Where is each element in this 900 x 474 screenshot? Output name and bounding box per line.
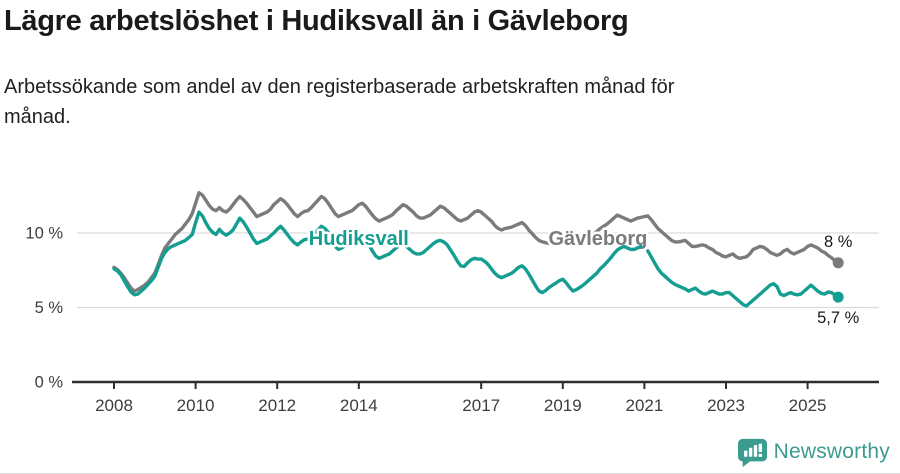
y-axis-tick-label: 5 % <box>35 299 64 317</box>
x-axis-tick-label: 2008 <box>95 396 133 415</box>
series-line-hudiksvall <box>112 210 643 297</box>
series-end-value-gävleborg: 8 % <box>824 233 853 251</box>
x-axis-tick-label: 2012 <box>258 396 296 415</box>
series-end-value-hudiksvall: 5,7 % <box>817 309 860 327</box>
x-axis-tick-label: 2023 <box>707 396 745 415</box>
newsworthy-logo: Newsworthy <box>737 437 890 467</box>
speech-bubble-chart-icon <box>737 438 767 467</box>
chart-subtitle: Arbetssökande som andel av den registerb… <box>4 76 675 128</box>
y-axis-tick-label: 10 % <box>25 225 63 243</box>
x-axis-tick-label: 2010 <box>177 396 215 415</box>
chart-title: Lägre arbetslöshet i Hudiksvall än i Gäv… <box>4 5 629 37</box>
x-axis-tick-label: 2021 <box>625 396 663 415</box>
series-line-hudiksvall <box>646 249 840 308</box>
x-axis-tick-label: 2025 <box>789 396 827 415</box>
newsworthy-logo-text: Newsworthy <box>773 440 890 463</box>
series-label-gävleborg: Gävleborg <box>548 228 647 250</box>
series-label-hudiksvall: Hudiksvall <box>309 228 409 250</box>
y-axis-tick-label: 0 % <box>35 374 64 392</box>
series-end-dot-gävleborg <box>832 257 844 269</box>
series-end-dot-hudiksvall <box>832 291 844 303</box>
x-axis-tick-label: 2014 <box>340 396 378 415</box>
series-line-gävleborg <box>112 191 840 293</box>
x-axis-tick-label: 2019 <box>544 396 582 415</box>
x-axis-tick-label: 2017 <box>462 396 500 415</box>
